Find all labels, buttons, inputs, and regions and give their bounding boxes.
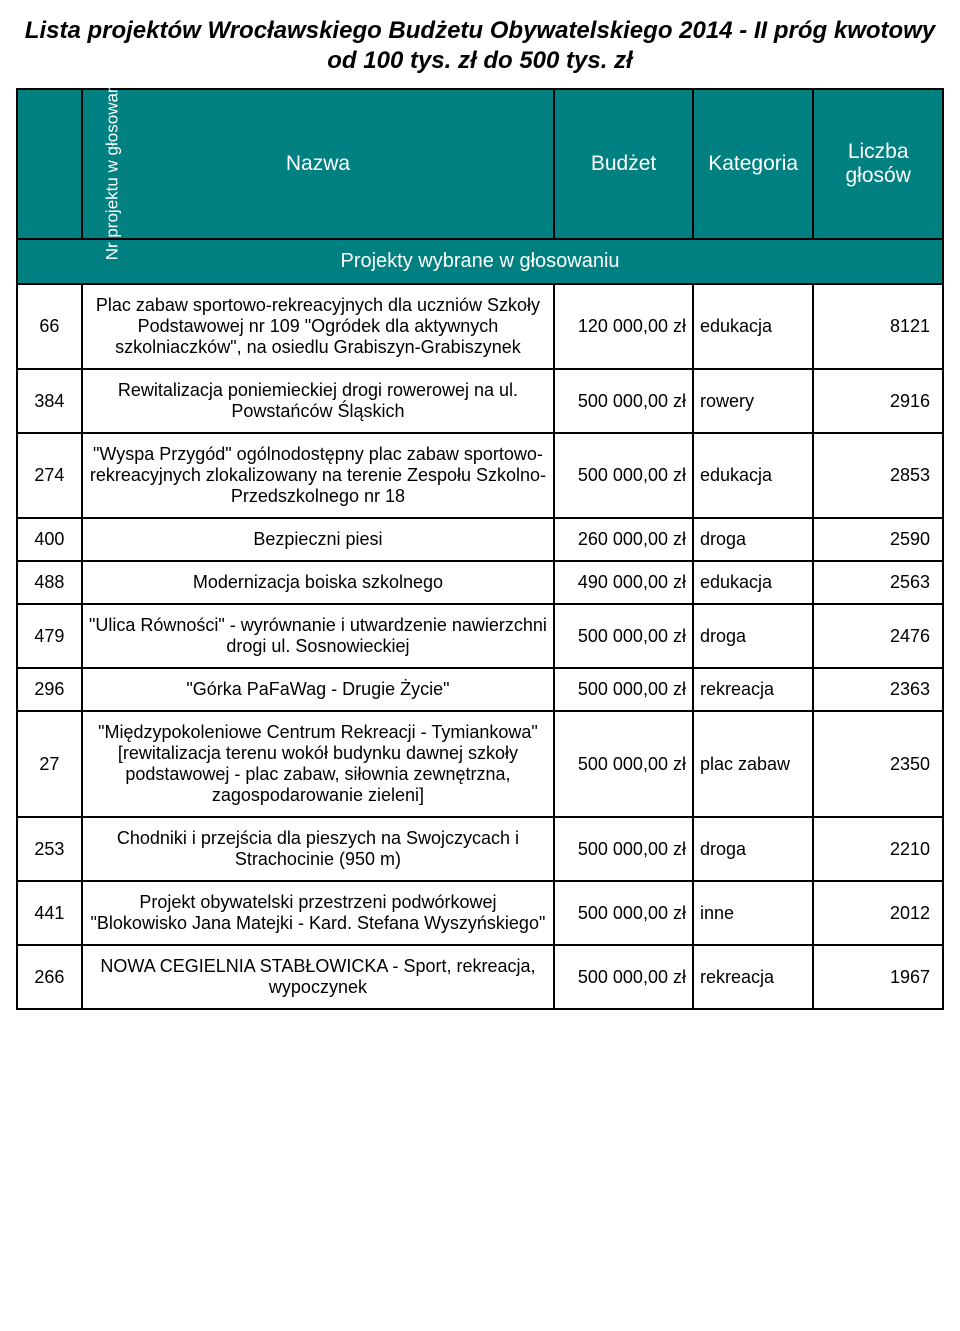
- table-row: 66Plac zabaw sportowo-rekreacyjnych dla …: [17, 284, 943, 369]
- table-body: 66Plac zabaw sportowo-rekreacyjnych dla …: [17, 284, 943, 1009]
- cell-votes: 2210: [813, 817, 943, 881]
- cell-number: 274: [17, 433, 82, 518]
- cell-budget: 500 000,00 zł: [554, 881, 693, 945]
- cell-name: Projekt obywatelski przestrzeni podwórko…: [82, 881, 554, 945]
- cell-category: droga: [693, 817, 813, 881]
- table-row: 274"Wyspa Przygód" ogólnodostępny plac z…: [17, 433, 943, 518]
- cell-name: Rewitalizacja poniemieckiej drogi rowero…: [82, 369, 554, 433]
- cell-category: rowery: [693, 369, 813, 433]
- col-header-number: Nr projektu w głosowaniu: [17, 89, 82, 239]
- cell-name: "Ulica Równości" - wyrównanie i utwardze…: [82, 604, 554, 668]
- cell-budget: 120 000,00 zł: [554, 284, 693, 369]
- cell-number: 400: [17, 518, 82, 561]
- table-row: 296"Górka PaFaWag - Drugie Życie"500 000…: [17, 668, 943, 711]
- table-row: 441Projekt obywatelski przestrzeni podwó…: [17, 881, 943, 945]
- table-row: 27"Międzypokoleniowe Centrum Rekreacji -…: [17, 711, 943, 817]
- table-row: 488Modernizacja boiska szkolnego490 000,…: [17, 561, 943, 604]
- table-row: 253Chodniki i przejścia dla pieszych na …: [17, 817, 943, 881]
- cell-number: 27: [17, 711, 82, 817]
- cell-votes: 2012: [813, 881, 943, 945]
- cell-votes: 2590: [813, 518, 943, 561]
- table-header-row: Nr projektu w głosowaniu Nazwa Budżet Ka…: [17, 89, 943, 239]
- cell-budget: 500 000,00 zł: [554, 945, 693, 1009]
- cell-votes: 8121: [813, 284, 943, 369]
- projects-table: Nr projektu w głosowaniu Nazwa Budżet Ka…: [16, 88, 944, 1010]
- cell-number: 479: [17, 604, 82, 668]
- col-header-name: Nazwa: [82, 89, 554, 239]
- cell-votes: 1967: [813, 945, 943, 1009]
- table-row: 266NOWA CEGIELNIA STABŁOWICKA - Sport, r…: [17, 945, 943, 1009]
- cell-budget: 500 000,00 zł: [554, 433, 693, 518]
- col-header-budget: Budżet: [554, 89, 693, 239]
- cell-category: inne: [693, 881, 813, 945]
- cell-budget: 260 000,00 zł: [554, 518, 693, 561]
- cell-votes: 2350: [813, 711, 943, 817]
- cell-category: droga: [693, 604, 813, 668]
- cell-votes: 2853: [813, 433, 943, 518]
- cell-number: 266: [17, 945, 82, 1009]
- table-subheader-row: Projekty wybrane w głosowaniu: [17, 239, 943, 284]
- cell-number: 441: [17, 881, 82, 945]
- cell-budget: 500 000,00 zł: [554, 711, 693, 817]
- cell-number: 488: [17, 561, 82, 604]
- table-row: 384Rewitalizacja poniemieckiej drogi row…: [17, 369, 943, 433]
- cell-category: edukacja: [693, 433, 813, 518]
- table-row: 400Bezpieczni piesi260 000,00 złdroga259…: [17, 518, 943, 561]
- cell-name: NOWA CEGIELNIA STABŁOWICKA - Sport, rekr…: [82, 945, 554, 1009]
- table-row: 479"Ulica Równości" - wyrównanie i utwar…: [17, 604, 943, 668]
- cell-name: Bezpieczni piesi: [82, 518, 554, 561]
- cell-name: "Górka PaFaWag - Drugie Życie": [82, 668, 554, 711]
- cell-category: droga: [693, 518, 813, 561]
- cell-name: "Międzypokoleniowe Centrum Rekreacji - T…: [82, 711, 554, 817]
- cell-votes: 2476: [813, 604, 943, 668]
- cell-name: "Wyspa Przygód" ogólnodostępny plac zaba…: [82, 433, 554, 518]
- cell-category: rekreacja: [693, 945, 813, 1009]
- cell-votes: 2363: [813, 668, 943, 711]
- cell-name: Chodniki i przejścia dla pieszych na Swo…: [82, 817, 554, 881]
- cell-budget: 500 000,00 zł: [554, 817, 693, 881]
- cell-name: Modernizacja boiska szkolnego: [82, 561, 554, 604]
- cell-budget: 500 000,00 zł: [554, 369, 693, 433]
- cell-budget: 500 000,00 zł: [554, 668, 693, 711]
- cell-category: plac zabaw: [693, 711, 813, 817]
- cell-category: edukacja: [693, 284, 813, 369]
- page-title: Lista projektów Wrocławskiego Budżetu Ob…: [16, 16, 944, 76]
- cell-number: 384: [17, 369, 82, 433]
- col-header-category: Kategoria: [693, 89, 813, 239]
- cell-budget: 500 000,00 zł: [554, 604, 693, 668]
- cell-number: 253: [17, 817, 82, 881]
- cell-votes: 2563: [813, 561, 943, 604]
- cell-budget: 490 000,00 zł: [554, 561, 693, 604]
- cell-number: 66: [17, 284, 82, 369]
- cell-number: 296: [17, 668, 82, 711]
- col-header-number-label: Nr projektu w głosowaniu: [104, 70, 123, 260]
- cell-votes: 2916: [813, 369, 943, 433]
- col-header-votes: Liczba głosów: [813, 89, 943, 239]
- cell-name: Plac zabaw sportowo-rekreacyjnych dla uc…: [82, 284, 554, 369]
- subheader-label: Projekty wybrane w głosowaniu: [17, 239, 943, 284]
- cell-category: edukacja: [693, 561, 813, 604]
- cell-category: rekreacja: [693, 668, 813, 711]
